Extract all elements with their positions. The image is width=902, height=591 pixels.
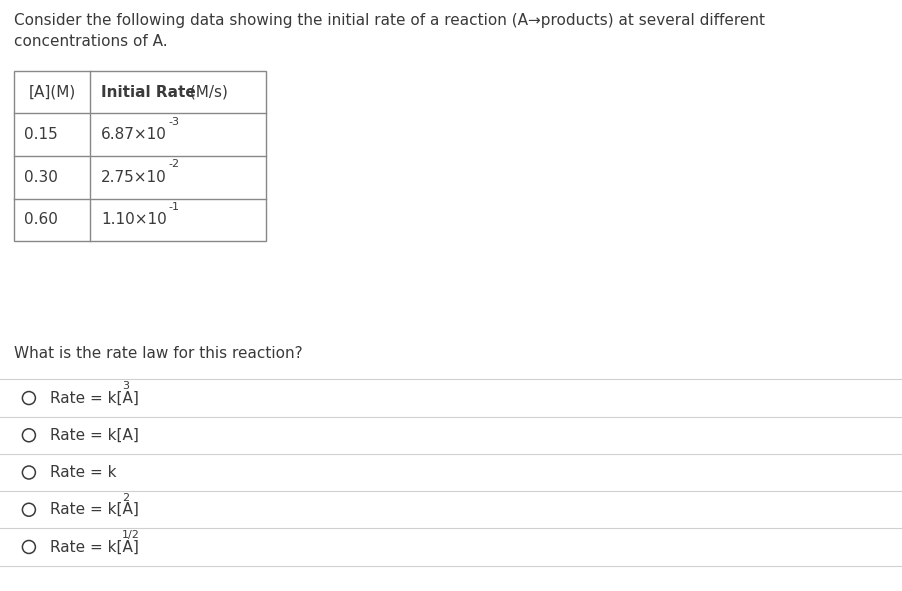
Text: 6.87×10: 6.87×10 bbox=[101, 127, 167, 142]
Text: -3: -3 bbox=[169, 117, 179, 126]
Text: [A](M): [A](M) bbox=[28, 85, 76, 100]
Text: (M/s): (M/s) bbox=[185, 85, 227, 100]
Text: Consider the following data showing the initial rate of a reaction (A→products) : Consider the following data showing the … bbox=[14, 13, 764, 28]
Text: -2: -2 bbox=[169, 160, 179, 169]
Text: 0.15: 0.15 bbox=[24, 127, 58, 142]
Text: Rate = k[A]: Rate = k[A] bbox=[50, 540, 138, 554]
Text: Initial Rate: Initial Rate bbox=[101, 85, 196, 100]
Text: What is the rate law for this reaction?: What is the rate law for this reaction? bbox=[14, 346, 302, 361]
Text: Rate = k[A]: Rate = k[A] bbox=[50, 428, 138, 443]
Text: 2: 2 bbox=[122, 493, 129, 503]
Text: 2.75×10: 2.75×10 bbox=[101, 170, 167, 185]
Text: Rate = k[A]: Rate = k[A] bbox=[50, 391, 138, 405]
Text: 0.30: 0.30 bbox=[24, 170, 59, 185]
Text: 1/2: 1/2 bbox=[122, 530, 140, 540]
Text: -1: -1 bbox=[169, 202, 179, 212]
Text: Rate = k: Rate = k bbox=[50, 465, 116, 480]
Text: 3: 3 bbox=[122, 381, 129, 391]
Text: concentrations of A.: concentrations of A. bbox=[14, 34, 167, 49]
Text: 0.60: 0.60 bbox=[24, 212, 59, 228]
Text: Rate = k[A]: Rate = k[A] bbox=[50, 502, 138, 517]
Text: 1.10×10: 1.10×10 bbox=[101, 212, 167, 228]
